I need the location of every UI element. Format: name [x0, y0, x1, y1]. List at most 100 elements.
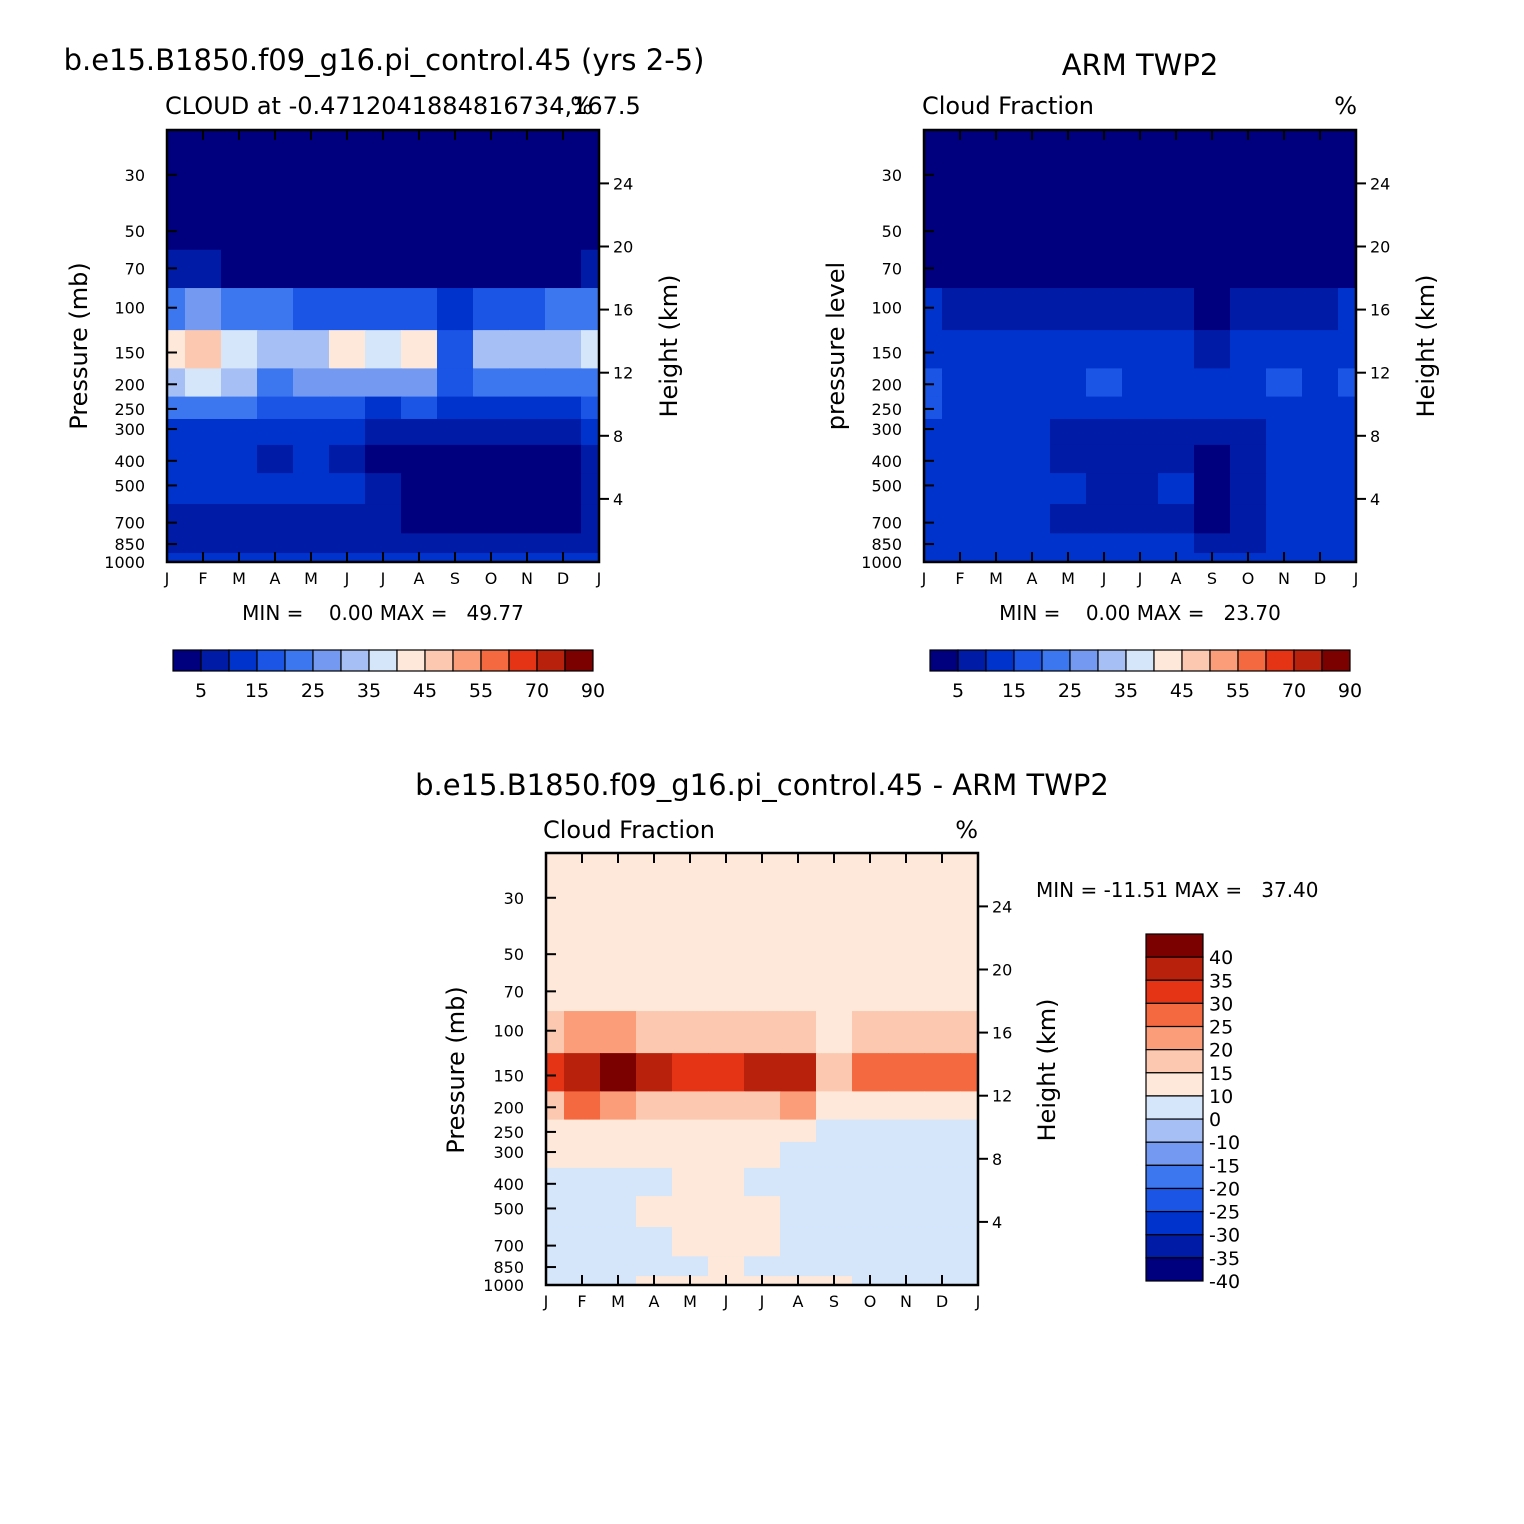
- heatmap-cell: [672, 1196, 709, 1228]
- heatmap-cell: [509, 533, 546, 554]
- heatmap-cell: [960, 1227, 979, 1257]
- heatmap-cell: [1014, 396, 1051, 420]
- heatmap-cell: [564, 1256, 601, 1277]
- heatmap-cell: [978, 396, 1015, 420]
- y-tick-label: 200: [871, 375, 902, 394]
- colorbar-swatch: [1097, 649, 1127, 672]
- heatmap-cell: [816, 853, 853, 927]
- heatmap-cell: [780, 1119, 817, 1143]
- heatmap-cell: [708, 1227, 745, 1257]
- heatmap-cell: [1266, 130, 1303, 204]
- heatmap-cell: [293, 249, 330, 289]
- heatmap-cell: [744, 1119, 781, 1143]
- heatmap-cell: [744, 1091, 781, 1121]
- heatmap-cell: [564, 1167, 601, 1197]
- x-tick-label: O: [485, 569, 498, 588]
- colorbar-swatch: [1145, 1257, 1204, 1282]
- heatmap-cell: [816, 972, 853, 1012]
- y-tick-label: 250: [871, 400, 902, 419]
- heatmap-cell: [924, 972, 961, 1012]
- colorbar-label: 15: [1209, 1063, 1233, 1085]
- colorbar-label: 5: [195, 680, 207, 702]
- panel-title: b.e15.B1850.f09_g16.pi_control.45 - ARM …: [415, 768, 1109, 802]
- heatmap-cell: [744, 1141, 781, 1169]
- x-tick-label: M: [611, 1292, 625, 1311]
- heatmap-cell: [942, 473, 979, 505]
- heatmap-cell: [473, 533, 510, 554]
- height-tick-label: 24: [1370, 174, 1390, 193]
- heatmap-cell: [221, 130, 258, 204]
- heatmap-cell: [942, 288, 979, 331]
- colorbar-label: 35: [1114, 680, 1138, 702]
- colorbar-label: 40: [1209, 947, 1233, 969]
- heatmap-cell: [708, 1256, 745, 1277]
- heatmap-cell: [1086, 504, 1123, 534]
- heatmap-cell: [978, 330, 1015, 369]
- heatmap-cell: [437, 533, 474, 554]
- heatmap-cell: [1338, 130, 1357, 204]
- heatmap-cell: [1158, 249, 1195, 289]
- heatmap-cell: [581, 418, 600, 446]
- heatmap-cell: [600, 925, 637, 974]
- heatmap-cell: [257, 330, 294, 369]
- colorbar-swatch: [985, 649, 1015, 672]
- heatmap-cell: [852, 1256, 889, 1277]
- x-tick-label: J: [1101, 569, 1107, 588]
- heatmap-cell: [401, 288, 438, 331]
- heatmap-cell: [167, 288, 186, 331]
- x-tick-label: D: [557, 569, 569, 588]
- heatmap-cell: [545, 396, 582, 420]
- heatmap-cell: [564, 1053, 601, 1092]
- heatmap-cell: [545, 249, 582, 289]
- x-tick-label: M: [989, 569, 1003, 588]
- heatmap-cell: [1194, 288, 1231, 331]
- heatmap-cell: [564, 1227, 601, 1257]
- heatmap-cell: [167, 130, 186, 204]
- heatmap-cell: [437, 368, 474, 398]
- heatmap-cell: [816, 1227, 853, 1257]
- heatmap-cell: [546, 1276, 565, 1286]
- x-tick-label: N: [1278, 569, 1290, 588]
- heatmap-cell: [816, 1256, 853, 1277]
- heatmap-cell: [672, 1256, 709, 1277]
- colorbar-swatch: [1145, 1049, 1204, 1074]
- heatmap-cell: [473, 396, 510, 420]
- heatmap-cell: [672, 1091, 709, 1121]
- y-tick-label: 1000: [483, 1276, 524, 1295]
- x-tick-label: N: [900, 1292, 912, 1311]
- heatmap-cell: [185, 418, 222, 446]
- heatmap-cell: [257, 202, 294, 251]
- heatmap-cell: [1050, 202, 1087, 251]
- heatmap-cell: [942, 418, 979, 446]
- heatmap-cell: [852, 1011, 889, 1054]
- heatmap-cell: [708, 1011, 745, 1054]
- heatmap-cell: [1302, 473, 1339, 505]
- heatmap-cell: [581, 130, 600, 204]
- heatmap-cell: [437, 130, 474, 204]
- heatmap-cell: [473, 288, 510, 331]
- heatmap-cell: [1338, 330, 1357, 369]
- heatmap-cell: [978, 202, 1015, 251]
- heatmap-cell: [924, 330, 943, 369]
- colorbar-label: 90: [581, 680, 605, 702]
- heatmap-cell: [401, 368, 438, 398]
- heatmap-cell: [960, 1276, 979, 1286]
- heatmap-cell: [960, 972, 979, 1012]
- height-tick-label: 12: [992, 1087, 1012, 1106]
- heatmap-cell: [257, 130, 294, 204]
- heatmap-cell: [1338, 202, 1357, 251]
- x-tick-label: M: [683, 1292, 697, 1311]
- heatmap-cell: [852, 1167, 889, 1197]
- colorbar-swatch: [1145, 1002, 1204, 1028]
- heatmap-cell: [329, 130, 366, 204]
- heatmap-cell: [509, 418, 546, 446]
- heatmap-cell: [1194, 504, 1231, 534]
- heatmap-cell: [365, 288, 402, 331]
- x-tick-label: J: [975, 1292, 981, 1311]
- height-tick-label: 16: [613, 301, 633, 320]
- heatmap-cell: [924, 1119, 961, 1143]
- heatmap-cell: [1338, 288, 1357, 331]
- colorbar-swatch: [1321, 649, 1351, 672]
